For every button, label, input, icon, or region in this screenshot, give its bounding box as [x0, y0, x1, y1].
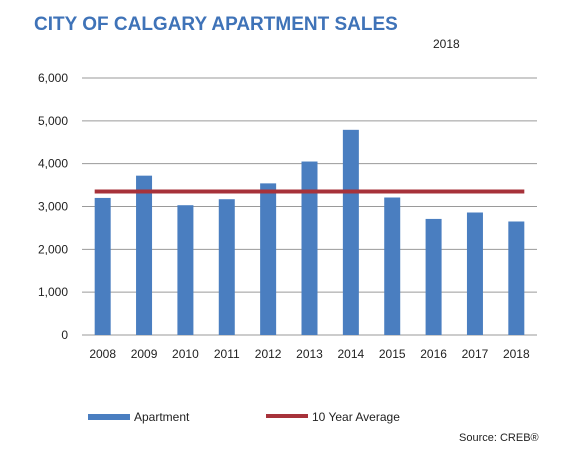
bar-2009	[136, 175, 153, 335]
bars	[94, 129, 525, 335]
bar-2016	[425, 218, 442, 335]
legend-swatch-apartment	[88, 414, 130, 420]
y-tick-label: 1,000	[38, 285, 68, 299]
bar-2008	[94, 197, 111, 335]
y-tick-label: 0	[61, 328, 68, 342]
x-tick-label-2013: 2013	[296, 347, 323, 361]
y-tick-label: 4,000	[38, 157, 68, 171]
y-tick-label: 5,000	[38, 114, 68, 128]
x-tick-label-2018: 2018	[503, 347, 530, 361]
bar-2013	[301, 161, 318, 335]
legend-swatch-average	[266, 414, 308, 418]
legend-label-apartment: Apartment	[134, 410, 190, 424]
x-tick-label-2008: 2008	[89, 347, 116, 361]
chart-title: CITY OF CALGARY APARTMENT SALES	[34, 14, 398, 35]
x-tick-label-2012: 2012	[255, 347, 282, 361]
bar-2017	[466, 212, 483, 335]
x-tick-label-2014: 2014	[338, 347, 365, 361]
bar-2011	[218, 199, 235, 335]
y-tick-label: 3,000	[38, 200, 68, 214]
legend-label-average: 10 Year Average	[312, 410, 400, 424]
x-tick-label-2017: 2017	[462, 347, 489, 361]
bar-2018	[508, 221, 525, 335]
bar-2012	[260, 183, 277, 335]
year-label: 2018	[433, 37, 460, 51]
y-tick-label: 2,000	[38, 242, 68, 256]
x-axis-ticks: 2008 2009 2010 2011 2012 2013 2014 2015 2016 2017…	[89, 347, 530, 361]
x-tick-label-2015: 2015	[379, 347, 406, 361]
bar-2010	[177, 205, 194, 335]
source-note: Source: CREB®	[459, 432, 539, 444]
bar-2015	[384, 197, 401, 335]
x-tick-label-2016: 2016	[420, 347, 447, 361]
x-tick-label-2010: 2010	[172, 347, 199, 361]
x-tick-label-2009: 2009	[131, 347, 158, 361]
y-tick-label: 6,000	[38, 71, 68, 85]
y-axis-ticks: 0 1,000 2,000 3,000 4,000 5,000 6,000	[38, 71, 68, 342]
x-tick-label-2011: 2011	[214, 347, 240, 361]
bar-2014	[342, 129, 359, 335]
legend: Apartment 10 Year Average	[88, 410, 400, 424]
